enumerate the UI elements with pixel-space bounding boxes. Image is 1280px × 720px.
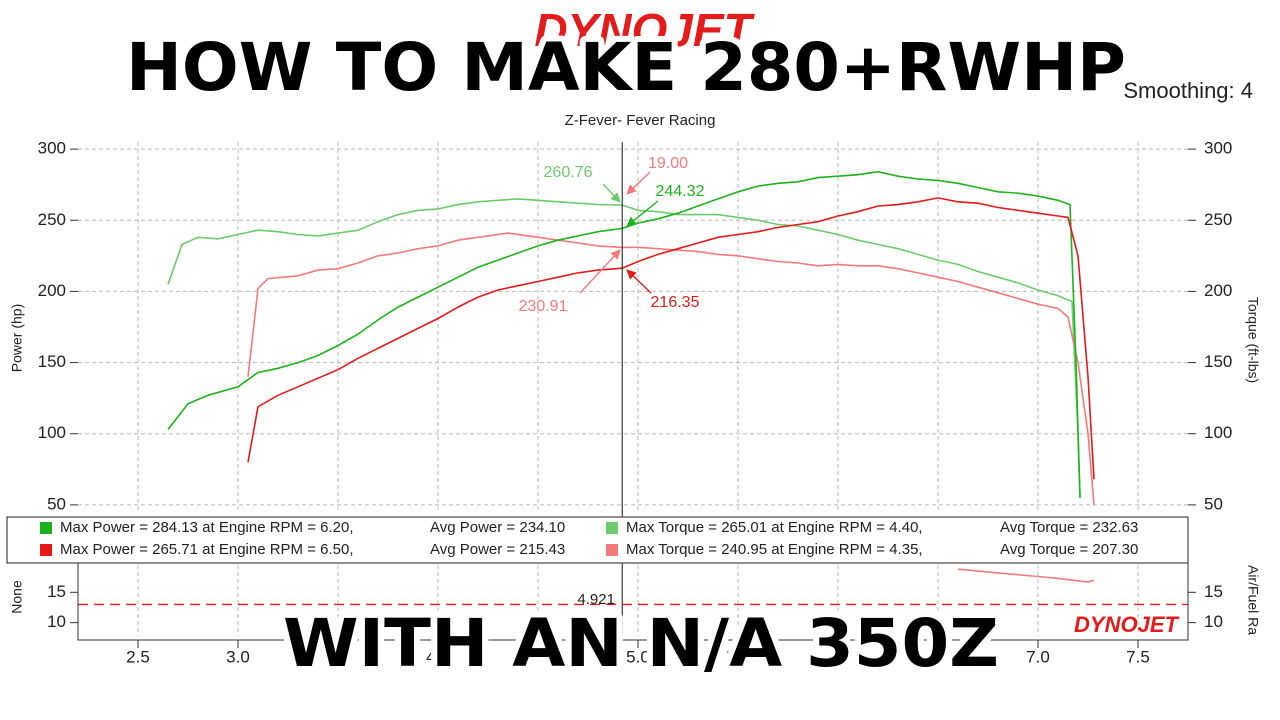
legend-swatch	[40, 522, 52, 534]
afr-label-right: Air/Fuel Ra	[1245, 565, 1261, 635]
legend-swatch	[606, 544, 618, 556]
x-tick-label: 4.0	[426, 647, 450, 666]
y-tick-label: 100	[38, 423, 66, 442]
series-line	[167, 198, 1081, 498]
afr-line	[957, 568, 1095, 583]
series-line	[247, 232, 1095, 505]
series-line	[247, 197, 1095, 480]
afr-tick-label: 10	[1204, 612, 1223, 631]
x-tick-label: 3.0	[226, 647, 250, 666]
logo-small: DYNOJET	[1074, 612, 1179, 637]
annotation: 260.76	[544, 164, 593, 181]
legend-label: Max Torque = 240.95 at Engine RPM = 4.35…	[626, 541, 923, 558]
x-tick-label: 7.5	[1126, 647, 1150, 666]
chart-title: Z-Fever- Fever Racing	[565, 112, 716, 129]
afr-tick-label: 10	[47, 612, 66, 631]
smoothing: Smoothing: 4	[1123, 78, 1253, 103]
annotation-arrow	[579, 249, 621, 294]
x-tick-label: 3.5	[326, 647, 350, 666]
legend-swatch	[606, 522, 618, 534]
y-tick-label: 200	[38, 281, 66, 300]
annotation: 216.35	[651, 294, 700, 311]
legend-avg: Avg Power = 234.10	[430, 519, 565, 536]
legend	[6, 516, 1189, 564]
y-tick-label: 150	[38, 352, 66, 371]
x-tick-label: 5.5	[726, 647, 750, 666]
plot-area	[78, 142, 1188, 640]
afr-tick-label: 15	[47, 582, 66, 601]
legend-label: Max Power = 284.13 at Engine RPM = 6.20,	[60, 519, 354, 536]
annotation: 244.32	[656, 183, 705, 200]
legend-label: Max Torque = 265.01 at Engine RPM = 4.40…	[626, 519, 923, 536]
y2-tick-label: 100	[1204, 423, 1232, 442]
annotation: 19.00	[648, 155, 688, 172]
legend-avg: Avg Torque = 232.63	[1000, 519, 1138, 536]
legend-label: Max Power = 265.71 at Engine RPM = 6.50,	[60, 541, 354, 558]
legend-avg: Avg Torque = 207.30	[1000, 541, 1138, 558]
afr-label: None	[9, 580, 25, 614]
x-tick-label: 6.5	[926, 647, 950, 666]
y-tick-label: 300	[38, 139, 66, 158]
y2-axis-label: Torque (ft-lbs)	[1245, 297, 1261, 383]
legend-avg: Avg Power = 215.43	[430, 541, 565, 558]
cursor-label: 4.921	[577, 591, 615, 608]
y-tick-label: 250	[38, 210, 66, 229]
y-tick-label: 50	[47, 494, 66, 513]
x-tick-label: 5.0	[626, 647, 650, 666]
logo: DYNOJET	[534, 4, 755, 56]
y2-tick-label: 150	[1204, 352, 1232, 371]
annotation: 230.91	[519, 298, 568, 315]
x-tick-label: 7.0	[1026, 647, 1050, 666]
x-tick-label: 6.0	[826, 647, 850, 666]
series-line	[167, 170, 1081, 498]
y2-tick-label: 250	[1204, 210, 1232, 229]
headline: HOW TO MAKE 280+RWHP	[126, 29, 1126, 106]
y2-tick-label: 50	[1204, 494, 1223, 513]
footline: WITH AN N/A 350Z	[283, 605, 999, 682]
annotation-arrow	[626, 171, 651, 195]
annotation-arrow	[626, 269, 652, 294]
annotation-arrow	[626, 200, 659, 227]
afr-tick-label: 15	[1204, 582, 1223, 601]
annotation-arrow	[602, 183, 621, 203]
y2-tick-label: 300	[1204, 139, 1232, 158]
x-tick-label: 4.5	[526, 647, 550, 666]
y2-tick-label: 200	[1204, 281, 1232, 300]
legend-swatch	[40, 544, 52, 556]
x-tick-label: 2.5	[126, 647, 150, 666]
y-axis-label: Power (hp)	[9, 304, 25, 372]
